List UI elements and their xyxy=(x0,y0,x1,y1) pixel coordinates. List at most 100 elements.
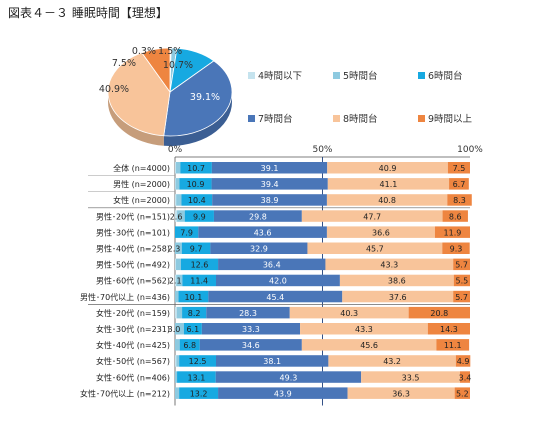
bar-segment xyxy=(408,306,470,319)
bar-value-label: 8.3 xyxy=(453,196,466,205)
bar-value-label: 36.3 xyxy=(392,389,410,398)
bar-value-label: 12.6 xyxy=(191,261,209,270)
bar-value-label: 45.7 xyxy=(366,245,384,254)
pie-value-label: 40.9% xyxy=(99,84,129,95)
legend-swatch xyxy=(418,115,425,122)
bar-segment xyxy=(218,387,348,399)
axis-tick-label: 0% xyxy=(168,145,183,155)
bar-value-label: 2.6 xyxy=(170,212,183,221)
bar-segment xyxy=(175,226,199,238)
bar-value-label: 47.7 xyxy=(363,212,381,221)
bar-segment xyxy=(208,290,343,303)
bar-segment xyxy=(453,274,470,287)
bar-segment xyxy=(434,226,470,238)
bar-segment xyxy=(326,194,448,206)
bar-segment xyxy=(454,387,470,399)
bar-segment xyxy=(175,306,177,319)
row-label: 女性･70代以上 (n=212) xyxy=(80,388,170,398)
bar-segment xyxy=(175,274,177,287)
bar-segment xyxy=(447,162,470,174)
bar-segment xyxy=(180,258,219,271)
bar-segment xyxy=(300,323,428,335)
bar-segment xyxy=(436,339,470,351)
bar-value-label: 5.5 xyxy=(456,277,469,286)
bar-segment xyxy=(175,210,178,222)
bar-segment xyxy=(326,226,435,238)
bar-value-label: 3.0 xyxy=(168,325,181,334)
row-label: 男性･30代 (n=101) xyxy=(96,227,170,237)
bar-value-label: 14.3 xyxy=(440,325,458,334)
bar-segment xyxy=(301,210,443,222)
bar-segment xyxy=(427,323,470,335)
bar-segment xyxy=(175,162,181,174)
bar-segment xyxy=(216,274,340,287)
row-label: 女性･60代 (n=406) xyxy=(96,372,170,382)
bar-value-label: 28.3 xyxy=(239,309,257,318)
bar-value-label: 6.7 xyxy=(453,180,466,189)
bar-segment xyxy=(455,355,471,367)
row-label: 女性･40代 (n=425) xyxy=(96,340,170,350)
bar-value-label: 39.4 xyxy=(261,180,279,189)
bar-segment xyxy=(211,162,328,174)
axis-tick-label: 50% xyxy=(312,145,332,155)
bar-value-label: 11.1 xyxy=(444,341,462,350)
bar-segment xyxy=(180,162,212,174)
legend-swatch xyxy=(248,115,255,122)
row-label: 男性 (n=2000) xyxy=(113,179,170,189)
row-label: 女性･50代 (n=567) xyxy=(96,356,170,366)
bar-segment xyxy=(181,242,211,254)
bar-segment xyxy=(218,258,326,271)
bar-segment xyxy=(301,339,437,351)
bar-segment xyxy=(206,306,290,319)
row-label: 男性･70代以上 (n=436) xyxy=(80,292,170,302)
bar-segment xyxy=(175,162,176,174)
pie-slice xyxy=(107,52,171,137)
bar-value-label: 11.9 xyxy=(444,228,462,237)
pie-value-label: 0.3% xyxy=(132,46,156,57)
bar-segment xyxy=(453,258,470,271)
bar-segment xyxy=(459,371,470,383)
bar-segment xyxy=(183,323,202,335)
bar-segment xyxy=(176,355,180,367)
bar-value-label: 7.9 xyxy=(180,228,193,237)
bar-value-label: 6.8 xyxy=(183,341,196,350)
axis-tick-label: 100% xyxy=(457,145,483,155)
bar-segment xyxy=(176,306,183,319)
bar-segment xyxy=(211,178,328,190)
bar-segment xyxy=(289,306,409,319)
bar-value-label: 5.2 xyxy=(456,389,469,398)
pie-slice-side xyxy=(163,92,232,146)
legend-label: 9時間以上 xyxy=(428,114,473,125)
row-label: 男性･20代 (n=151) xyxy=(96,211,170,221)
bar-segment xyxy=(449,178,469,190)
bar-value-label: 45.4 xyxy=(266,293,284,302)
bar-value-label: 29.8 xyxy=(249,212,267,221)
bar-segment xyxy=(198,226,327,238)
bar-segment xyxy=(342,290,454,303)
bar-value-label: 5.7 xyxy=(455,293,468,302)
bar-value-label: 7.5 xyxy=(453,164,466,173)
bar-segment xyxy=(216,355,329,367)
legend-swatch xyxy=(248,72,255,79)
bar-segment xyxy=(347,387,455,399)
bar-value-label: 8.6 xyxy=(449,212,462,221)
row-label: 女性･20代 (n=159) xyxy=(96,308,170,318)
bar-value-label: 13.1 xyxy=(187,373,205,382)
bar-value-label: 4.9 xyxy=(457,357,470,366)
row-label: 女性 (n=2000) xyxy=(113,195,170,205)
bar-value-label: 33.3 xyxy=(242,325,260,334)
legend-label: 4時間以下 xyxy=(258,71,302,82)
bar-segment xyxy=(177,210,185,222)
bar-segment xyxy=(182,306,207,319)
bar-value-label: 42.0 xyxy=(269,277,287,286)
bar-segment xyxy=(175,371,178,383)
bar-value-label: 10.7 xyxy=(187,164,205,173)
legend-swatch xyxy=(333,115,340,122)
bar-segment xyxy=(201,323,301,335)
bar-segment xyxy=(212,194,327,206)
bar-segment xyxy=(175,290,179,303)
bar-segment xyxy=(175,339,180,351)
bar-value-label: 43.6 xyxy=(254,228,272,237)
bar-value-label: 39.1 xyxy=(261,164,279,173)
